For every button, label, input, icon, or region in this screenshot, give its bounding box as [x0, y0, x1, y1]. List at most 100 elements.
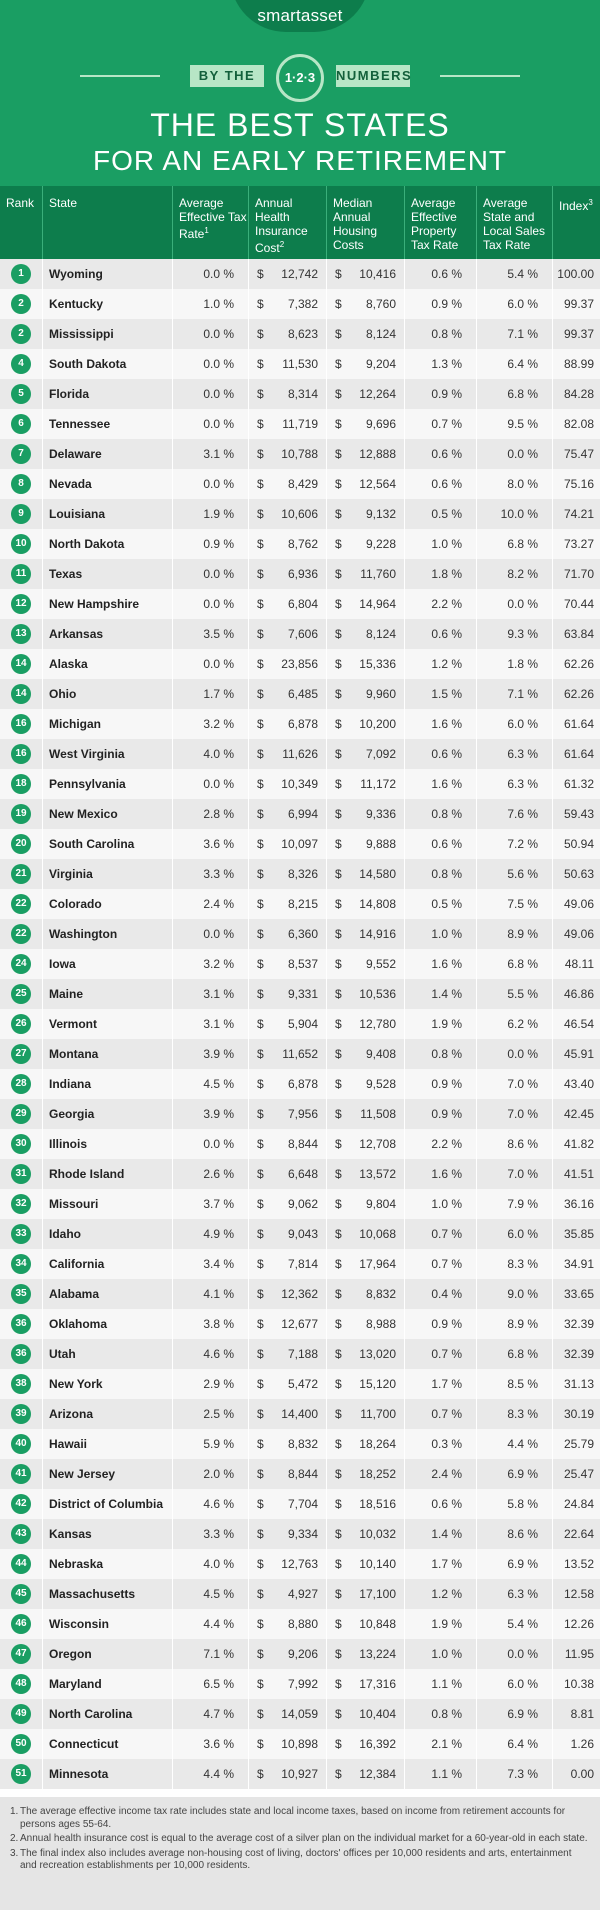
dollar-sign: $ — [257, 1377, 264, 1391]
header: smartasset BY THE 1·2·3 NUMBERS THE BEST… — [0, 0, 600, 186]
index-score: 61.64 — [552, 709, 600, 739]
header-column-property-tax: Average Effective Property Tax Rate — [404, 186, 476, 259]
property-tax-rate: 2.4 % — [404, 1459, 476, 1489]
table-row: 49 North Carolina 4.7 % $14,059 $10,404 0.8 %… — [0, 1699, 600, 1729]
health-insurance-cost: $10,898 — [248, 1729, 326, 1759]
index-score: 12.26 — [552, 1609, 600, 1639]
dollar-sign: $ — [335, 1467, 342, 1481]
housing-amount: 8,124 — [365, 327, 396, 341]
rank-cell: 28 — [0, 1069, 42, 1099]
property-tax-rate: 0.5 % — [404, 499, 476, 529]
housing-amount: 8,988 — [365, 1317, 396, 1331]
housing-cost: $10,416 — [326, 259, 404, 289]
health-amount: 8,880 — [287, 1617, 318, 1631]
sales-tax-rate: 8.5 % — [476, 1369, 552, 1399]
health-amount: 10,788 — [281, 447, 318, 461]
rank-badge: 19 — [11, 804, 31, 824]
sales-tax-rate: 8.9 % — [476, 919, 552, 949]
effective-tax-rate: 3.1 % — [172, 1009, 248, 1039]
sales-tax-rate: 8.3 % — [476, 1249, 552, 1279]
state-name: Washington — [42, 919, 172, 949]
health-amount: 11,530 — [282, 357, 318, 371]
housing-amount: 16,392 — [359, 1737, 396, 1751]
health-amount: 11,652 — [282, 1047, 318, 1061]
health-insurance-cost: $7,992 — [248, 1669, 326, 1699]
dollar-sign: $ — [335, 1767, 342, 1781]
property-tax-rate: 0.9 % — [404, 289, 476, 319]
effective-tax-rate: 1.0 % — [172, 289, 248, 319]
table-row: 20 South Carolina 3.6 % $10,097 $9,888 0.6 % 7… — [0, 829, 600, 859]
state-name: Maryland — [42, 1669, 172, 1699]
health-insurance-cost: $8,623 — [248, 319, 326, 349]
health-amount: 7,382 — [287, 297, 318, 311]
property-tax-rate: 0.8 % — [404, 859, 476, 889]
rank-cell: 8 — [0, 469, 42, 499]
state-name: Mississippi — [42, 319, 172, 349]
sales-tax-rate: 6.4 % — [476, 1729, 552, 1759]
health-amount: 12,677 — [281, 1317, 318, 1331]
property-tax-rate: 1.0 % — [404, 1189, 476, 1219]
rank-cell: 44 — [0, 1549, 42, 1579]
state-name: Michigan — [42, 709, 172, 739]
effective-tax-rate: 3.8 % — [172, 1309, 248, 1339]
state-name: Iowa — [42, 949, 172, 979]
housing-cost: $9,132 — [326, 499, 404, 529]
rank-badge: 20 — [11, 834, 31, 854]
dollar-sign: $ — [257, 927, 264, 941]
rank-cell: 40 — [0, 1429, 42, 1459]
effective-tax-rate: 3.7 % — [172, 1189, 248, 1219]
health-amount: 10,349 — [281, 777, 318, 791]
sales-tax-rate: 8.6 % — [476, 1519, 552, 1549]
rank-badge: 35 — [11, 1284, 31, 1304]
dollar-sign: $ — [257, 987, 264, 1001]
effective-tax-rate: 3.6 % — [172, 1729, 248, 1759]
state-name: Wyoming — [42, 259, 172, 289]
table-row: 43 Kansas 3.3 % $9,334 $10,032 1.4 % 8.6 % 22.6… — [0, 1519, 600, 1549]
health-insurance-cost: $9,062 — [248, 1189, 326, 1219]
state-name: Delaware — [42, 439, 172, 469]
sales-tax-rate: 6.8 % — [476, 949, 552, 979]
rank-badge: 29 — [11, 1104, 31, 1124]
table-row: 6 Tennessee 0.0 % $11,719 $9,696 0.7 % 9.5 % 82… — [0, 409, 600, 439]
health-insurance-cost: $10,927 — [248, 1759, 326, 1789]
effective-tax-rate: 3.9 % — [172, 1099, 248, 1129]
dollar-sign: $ — [257, 387, 264, 401]
state-name: Nebraska — [42, 1549, 172, 1579]
rank-cell: 18 — [0, 769, 42, 799]
housing-cost: $18,516 — [326, 1489, 404, 1519]
state-name: Connecticut — [42, 1729, 172, 1759]
health-insurance-cost: $10,349 — [248, 769, 326, 799]
housing-amount: 12,264 — [359, 387, 396, 401]
banner-rule-right — [440, 75, 520, 77]
health-amount: 4,927 — [287, 1587, 318, 1601]
effective-tax-rate: 3.1 % — [172, 439, 248, 469]
rank-badge: 21 — [11, 864, 31, 884]
index-score: 74.21 — [552, 499, 600, 529]
table-row: 19 New Mexico 2.8 % $6,994 $9,336 0.8 % 7.6 % 5… — [0, 799, 600, 829]
housing-amount: 10,416 — [359, 267, 396, 281]
table-row: 18 Pennsylvania 0.0 % $10,349 $11,172 1.6 % 6.… — [0, 769, 600, 799]
banner-numbers-circle: 1·2·3 — [276, 54, 324, 102]
property-tax-rate: 0.7 % — [404, 1249, 476, 1279]
housing-cost: $8,124 — [326, 319, 404, 349]
table-row: 46 Wisconsin 4.4 % $8,880 $10,848 1.9 % 5.4 % 1… — [0, 1609, 600, 1639]
sales-tax-rate: 7.6 % — [476, 799, 552, 829]
housing-cost: $12,384 — [326, 1759, 404, 1789]
dollar-sign: $ — [257, 837, 264, 851]
rank-badge: 22 — [11, 894, 31, 914]
dollar-sign: $ — [257, 567, 264, 581]
property-tax-rate: 1.9 % — [404, 1609, 476, 1639]
state-name: Virginia — [42, 859, 172, 889]
housing-cost: $10,032 — [326, 1519, 404, 1549]
dollar-sign: $ — [257, 537, 264, 551]
effective-tax-rate: 2.9 % — [172, 1369, 248, 1399]
rank-badge: 42 — [11, 1494, 31, 1514]
housing-amount: 15,336 — [359, 657, 396, 671]
header-label: Average Effective Property Tax Rate — [411, 196, 459, 252]
index-score: 34.91 — [552, 1249, 600, 1279]
index-score: 75.16 — [552, 469, 600, 499]
dollar-sign: $ — [335, 387, 342, 401]
property-tax-rate: 0.7 % — [404, 409, 476, 439]
dollar-sign: $ — [257, 897, 264, 911]
brand-logo[interactable]: smartasset — [257, 6, 343, 25]
